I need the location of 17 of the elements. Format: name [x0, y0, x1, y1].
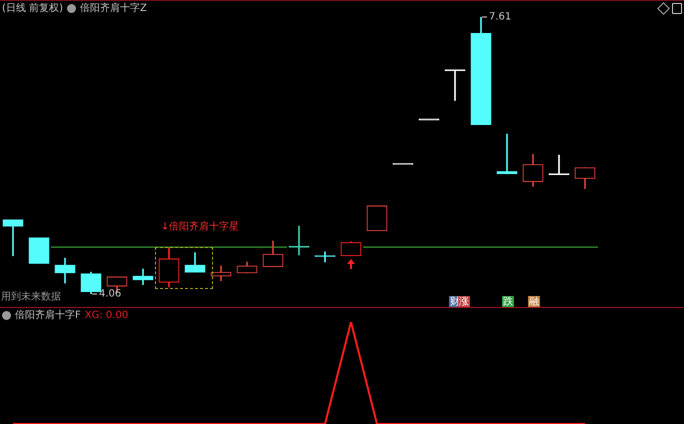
text: 财 [450, 296, 460, 308]
annotation: ↓倍阳齐肩十字星 [160, 220, 240, 233]
candlestick [496, 134, 518, 174]
candlestick [28, 237, 50, 264]
text: 跌 [503, 296, 513, 308]
candlestick [314, 252, 336, 262]
candlestick [366, 206, 388, 232]
candlestick [2, 220, 24, 256]
annotation: 4.06 [99, 288, 122, 300]
chart-title: (日线 前复权) [2, 2, 63, 15]
text: 涨 [459, 296, 469, 308]
text: 融 [529, 296, 539, 308]
annotation: 7.61 [489, 12, 512, 23]
chart-title: 倍阳齐肩十字F [15, 309, 81, 322]
annotation: 用到未来数据 [1, 290, 61, 303]
text: XG: 0.00 [84, 309, 128, 322]
chart-subtitle: 倍阳齐肩十字Z [80, 2, 147, 15]
